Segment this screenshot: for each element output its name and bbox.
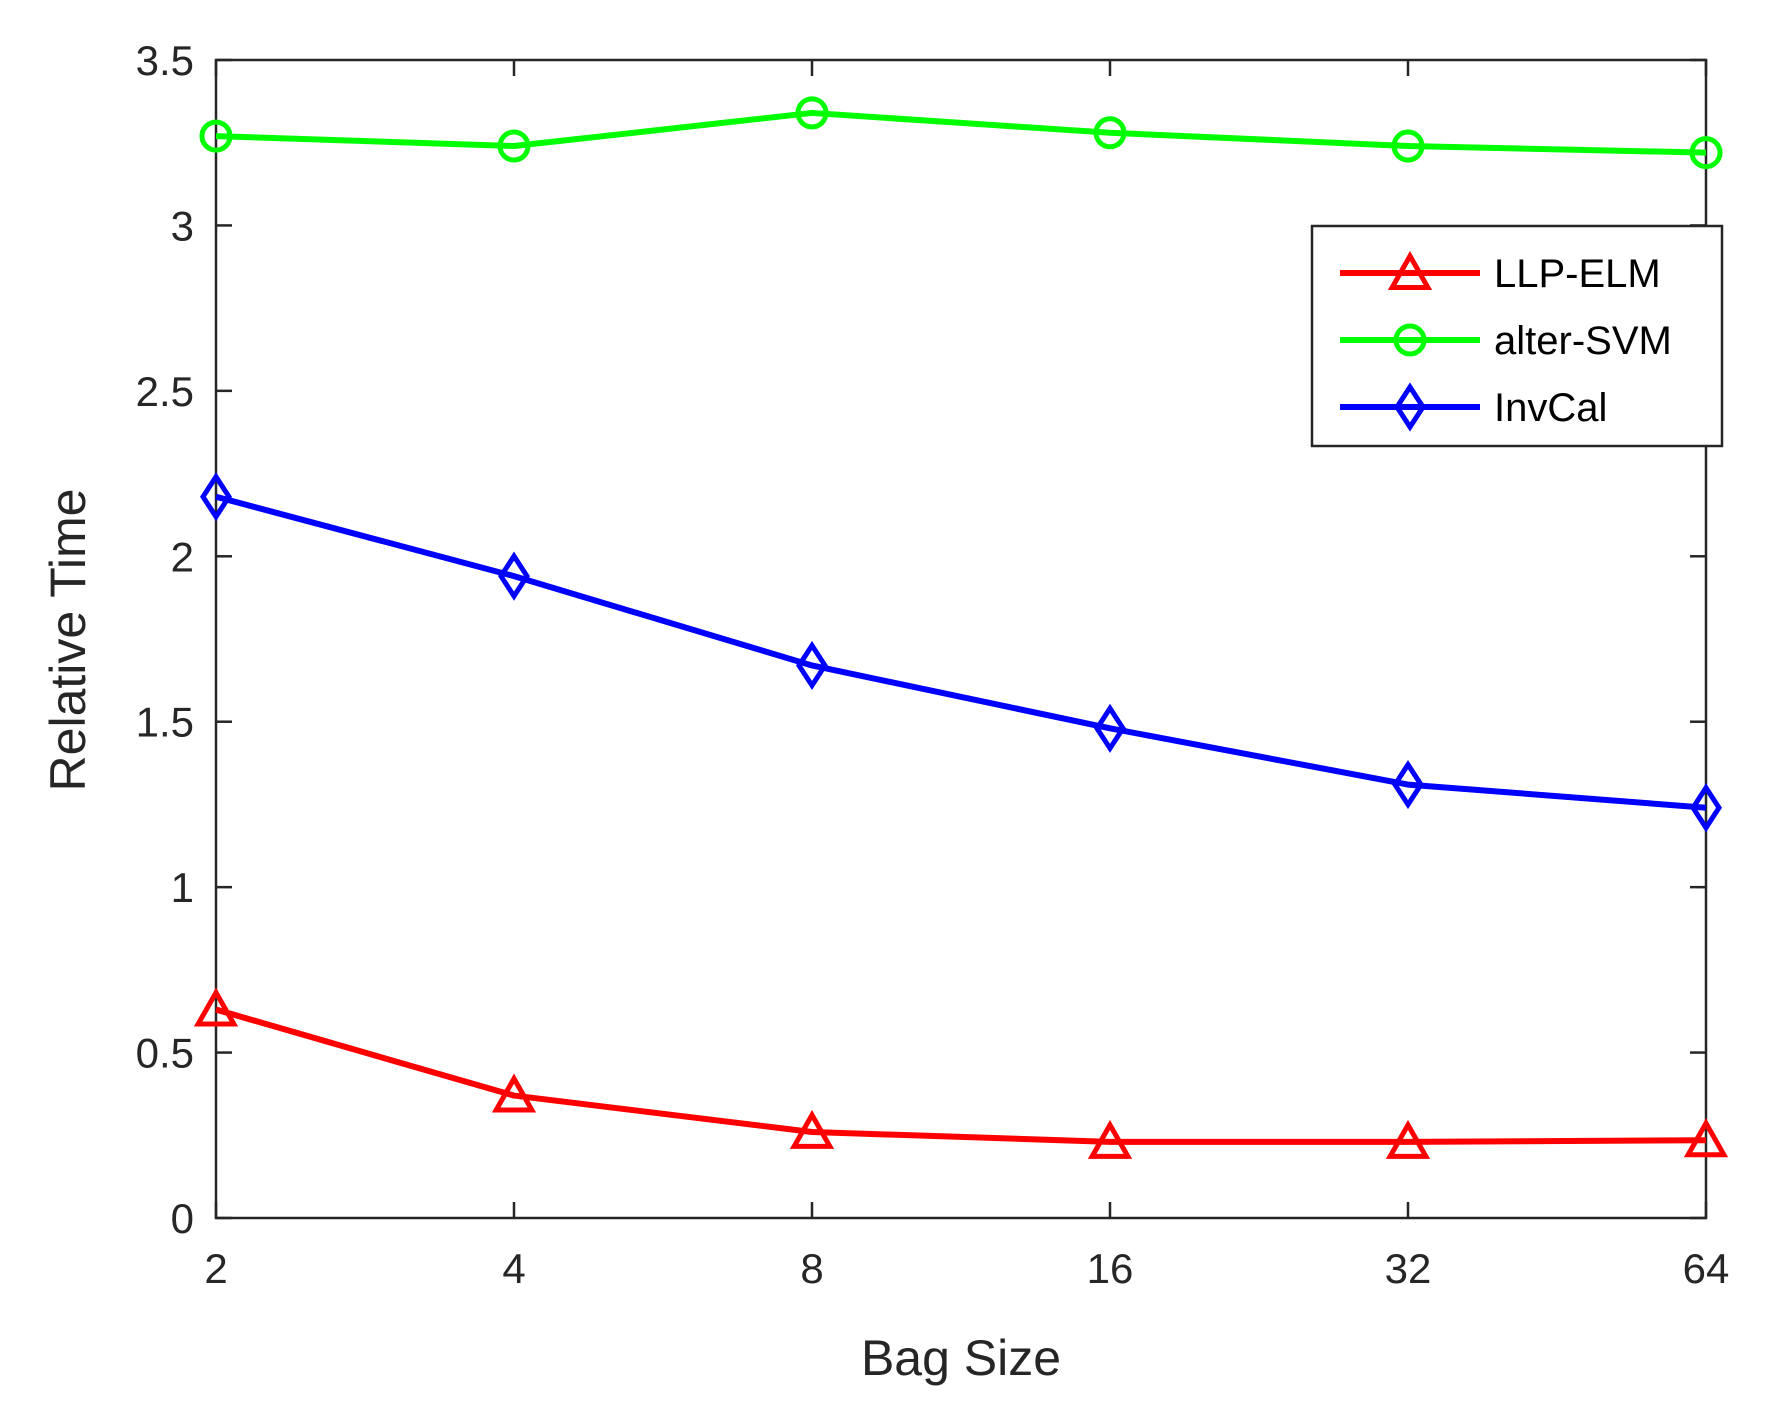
y-axis-label: Relative Time [40, 489, 96, 792]
data-point-circle [497, 129, 531, 163]
x-tick-label: 16 [1087, 1245, 1134, 1292]
legend-label: InvCal [1494, 386, 1607, 430]
data-point-circle [795, 96, 829, 130]
data-point-diamond [1392, 759, 1424, 810]
x-tick-label: 8 [800, 1245, 823, 1292]
data-point-circle [1689, 136, 1723, 170]
data-point-diamond [1690, 783, 1722, 833]
data-point-diamond [796, 640, 828, 691]
series-alter-svm [199, 96, 1723, 170]
y-tick-label: 2.5 [136, 368, 194, 415]
data-point-diamond [498, 551, 530, 601]
data-point-triangle [1087, 1119, 1133, 1159]
y-axis: 0 0.5 1 1.5 2 2.5 3 3.5 [136, 37, 1706, 1242]
y-tick-label: 2 [171, 533, 194, 580]
series-layer [193, 96, 1729, 1159]
series-line [215, 1006, 1707, 1145]
x-tick-label: 64 [1683, 1245, 1730, 1292]
x-axis: 2 4 8 16 32 64 [204, 60, 1729, 1292]
x-tick-label: 32 [1385, 1245, 1432, 1292]
y-tick-label: 0.5 [136, 1030, 194, 1077]
data-point-circle [199, 119, 233, 153]
legend-item: LLP-ELM [1340, 250, 1661, 296]
series-line [215, 109, 1707, 156]
data-point-triangle [491, 1073, 537, 1113]
data-point-circle [1393, 323, 1427, 357]
series-llp-elm [193, 987, 1729, 1159]
data-point-triangle [1387, 250, 1433, 290]
data-point-diamond [1094, 703, 1126, 753]
x-tick-label: 4 [502, 1245, 525, 1292]
y-tick-label: 3.5 [136, 37, 194, 84]
series-line [215, 493, 1707, 811]
x-tick-label: 2 [204, 1245, 227, 1292]
legend-item: InvCal [1340, 382, 1607, 432]
legend-label: LLP-ELM [1494, 252, 1661, 296]
data-point-triangle [193, 987, 239, 1027]
y-tick-label: 1 [171, 864, 194, 911]
data-point-triangle [1385, 1119, 1431, 1159]
y-tick-label: 1.5 [136, 699, 194, 746]
series-invcal [200, 472, 1722, 833]
legend: LLP-ELM alter-SVM InvCal [1310, 224, 1724, 448]
data-point-diamond [1394, 382, 1426, 432]
y-tick-label: 0 [171, 1195, 194, 1242]
data-point-triangle [1683, 1118, 1729, 1158]
legend-label: alter-SVM [1494, 319, 1672, 363]
data-point-triangle [789, 1109, 835, 1149]
data-point-circle [1093, 116, 1127, 150]
data-point-circle [1391, 129, 1425, 163]
y-tick-label: 3 [171, 202, 194, 249]
legend-item: alter-SVM [1340, 319, 1672, 363]
x-axis-label: Bag Size [861, 1330, 1061, 1386]
data-point-diamond [200, 472, 232, 522]
